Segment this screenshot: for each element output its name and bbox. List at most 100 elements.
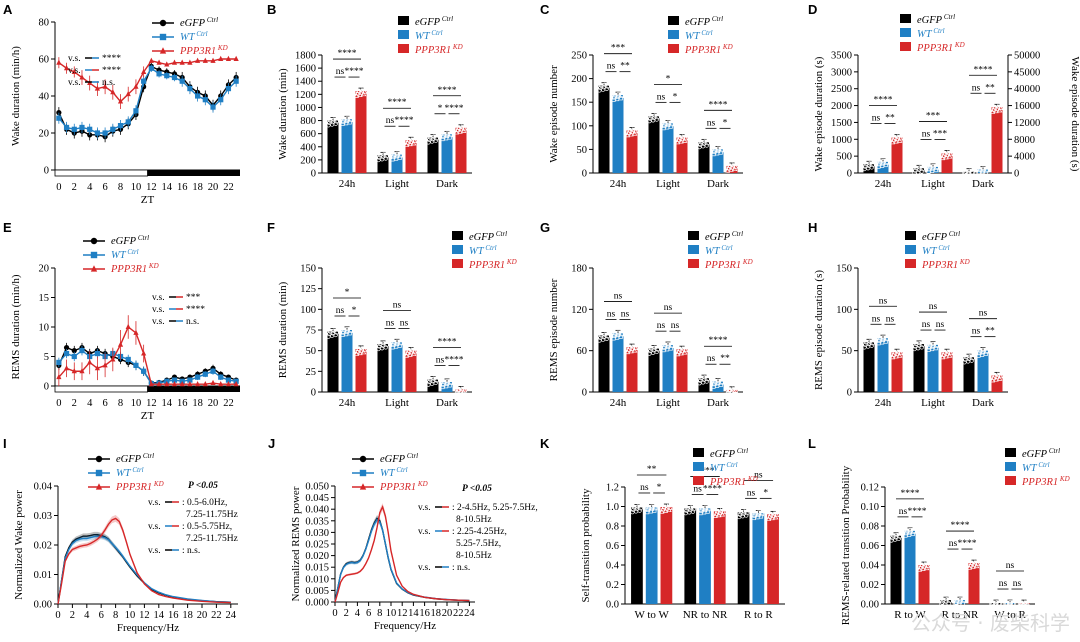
panel-letter: C [540,2,550,17]
data-point [990,106,996,112]
stats-value: 7.25-11.75Hz [186,534,238,544]
x-axis-label: Frequency/Hz [374,620,436,632]
series-marker [195,374,201,380]
y-axis-label: Normalized Wake power [13,490,25,600]
bar [891,352,903,392]
data-point [674,351,681,357]
y-tick-label: 0.035 [305,516,329,527]
data-point [994,600,1000,605]
legend-swatch [688,231,699,240]
x-tick-label: 22 [211,610,222,621]
legend-label: WT Ctrl [1022,461,1050,474]
x-tick-label: 24 [226,610,237,621]
data-point [966,565,973,570]
data-point [940,352,946,357]
stats-vs: v.s. [152,293,165,303]
x-tick-label: 22 [223,182,234,193]
data-point [889,354,896,360]
panel-letter: I [3,436,7,451]
series-marker [125,119,131,125]
y-tick-label: 60 [577,346,588,357]
legend-swatch [900,28,911,37]
legend-sup: Ctrl [942,13,955,21]
bar [662,123,674,173]
x-tick-label: 14 [162,182,173,193]
data-point [405,137,411,143]
sig-label: ns [922,320,931,330]
y-tick-label: 50000 [1014,51,1040,62]
stats-value: n.s. [102,78,115,88]
bar [391,154,403,173]
legend-sup: KD [1058,475,1069,483]
sig-label: *** [933,129,948,139]
x-tick-label: 18 [192,398,203,409]
y-tick-label: 0 [311,169,316,180]
series-marker [195,57,201,63]
bar-chart: 0 25 50 75 100 125 150 REMS duration (min) 24h Li… [277,264,472,409]
sig-label: **** [951,521,970,531]
y-tick-label: 0.08 [861,522,879,533]
legend-label: PPP3R1 KD [684,43,733,56]
x-tick-label: NR to NR [683,609,728,621]
bar [684,508,697,604]
stats-vs: v.s. [68,66,81,76]
legend-label: WT Ctrl [111,248,139,261]
y-tick-label: 0.8 [606,522,619,533]
data-point [958,597,963,602]
sig-label: * [763,488,768,498]
sig-label: **** [445,104,464,114]
bar [391,342,403,392]
p-annotation: P <0.05 [462,484,492,494]
bar [1004,603,1016,604]
legend-swatch [1005,448,1016,457]
legend-swatch [398,44,409,53]
bar [645,507,658,604]
sig-label: ns [1006,561,1015,571]
y-tick-label: 0.005 [305,586,329,597]
x-tick-label: 0 [332,608,337,619]
data-point [459,124,465,129]
sig-label: ns [707,354,716,364]
legend-swatch [693,476,704,485]
legend-swatch [693,448,704,457]
bar-chart: 0 200 400 600 800 1000 1200 1400 1600 1800 Wake du… [277,49,472,190]
sig-label: ns [671,321,680,331]
panel-letter: F [267,220,275,235]
legend-swatch [1005,462,1016,471]
y-tick-label: 40 [39,92,50,103]
x-tick-label: 16 [177,398,188,409]
bar [598,335,610,392]
y-tick-label: 600 [300,129,316,140]
data-point [689,505,694,510]
data-point [941,150,947,156]
data-point [941,349,947,355]
legend-label: eGFP Ctrl [917,13,955,26]
legend-swatch [688,245,699,254]
legend-label: PPP3R1 KD [704,258,753,271]
stats-vs: v.s. [148,522,161,532]
bar [377,155,389,173]
data-point [990,375,996,380]
data-point [931,164,936,169]
data-point [981,347,986,352]
sig-label: ns [614,291,623,301]
sig-label: ns [872,114,881,124]
series-marker [171,74,178,81]
y-tick-label: 0 [847,388,852,399]
sig-label: ns [621,309,630,319]
x-tick-label: 6 [102,182,107,193]
x-tick-label: 14 [408,608,419,619]
data-point [445,131,450,136]
sig-label: * [352,306,357,316]
series-marker [148,65,154,71]
bar [427,137,439,173]
x-tick-label: Light [921,397,945,409]
data-point [403,352,410,358]
legend-label: eGFP Ctrl [380,452,418,465]
data-point [355,88,361,94]
series-marker [125,356,131,363]
series-marker [117,341,124,347]
